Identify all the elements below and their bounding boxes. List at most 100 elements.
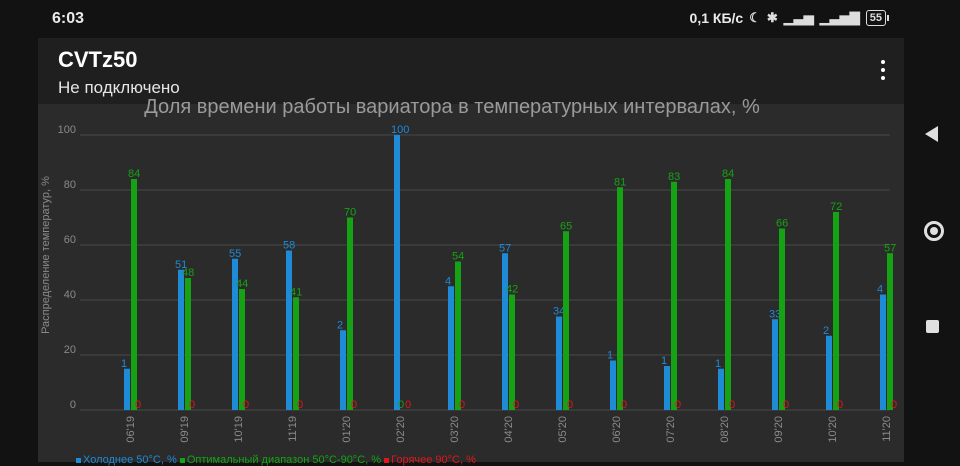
data-label-optimal: 48 bbox=[182, 267, 194, 279]
data-label-hot: 0 bbox=[891, 399, 897, 411]
y-tick-label: 20 bbox=[64, 344, 76, 356]
bar-cold-03'20 bbox=[448, 286, 454, 410]
data-label-hot: 0 bbox=[459, 399, 465, 411]
status-bar: 6:03 0,1 КБ/с ☾ ✱ ▁▃▅ ▁▃▅▇ 55 bbox=[0, 0, 904, 38]
data-label-cold: 2 bbox=[823, 325, 829, 337]
chart-legend: Холоднее 50°С, % Оптимальный диапазон 50… bbox=[76, 454, 476, 466]
more-vert-icon bbox=[881, 60, 885, 64]
x-tick-label: 03'20 bbox=[449, 416, 461, 443]
bar-cold-02'20 bbox=[394, 135, 400, 410]
bar-optimal-03'20 bbox=[455, 261, 461, 410]
signal-4g-icon: ▁▃▅ bbox=[783, 10, 814, 25]
x-tick-label: 10'19 bbox=[233, 416, 245, 443]
bar-optimal-09'19 bbox=[185, 278, 191, 410]
data-label-cold: 55 bbox=[229, 248, 241, 260]
bar-cold-09'20 bbox=[772, 319, 778, 410]
data-label-cold: 1 bbox=[607, 350, 613, 362]
y-tick-label: 0 bbox=[70, 399, 76, 411]
data-label-cold: 57 bbox=[499, 242, 511, 254]
data-label-optimal: 66 bbox=[776, 218, 788, 230]
bar-optimal-11'19 bbox=[293, 297, 299, 410]
battery-level: 55 bbox=[869, 12, 882, 24]
data-label-cold: 51 bbox=[175, 259, 187, 271]
x-tick-label: 10'20 bbox=[827, 416, 839, 443]
data-label-cold: 34 bbox=[553, 306, 565, 318]
y-tick-label: 40 bbox=[64, 289, 76, 301]
recents-icon[interactable] bbox=[926, 320, 939, 333]
battery-icon: 55 bbox=[865, 10, 890, 26]
data-label-cold: 58 bbox=[283, 240, 295, 252]
data-label-hot: 0 bbox=[729, 399, 735, 411]
bar-optimal-10'20 bbox=[833, 212, 839, 410]
bar-optimal-06'20 bbox=[617, 187, 623, 410]
y-tick-label: 100 bbox=[58, 124, 76, 136]
data-label-optimal: 65 bbox=[560, 220, 572, 232]
data-label-hot: 0 bbox=[675, 399, 681, 411]
data-label-cold: 4 bbox=[877, 284, 883, 296]
bar-cold-09'19 bbox=[178, 269, 184, 410]
bar-optimal-10'19 bbox=[239, 289, 245, 410]
bar-optimal-04'20 bbox=[509, 294, 515, 410]
data-label-optimal: 84 bbox=[128, 168, 140, 180]
x-tick-label: 09'20 bbox=[773, 416, 785, 443]
data-label-optimal: 44 bbox=[236, 278, 248, 290]
data-label-hot: 0 bbox=[783, 399, 789, 411]
bar-chart: 020406080100184006'195148009'195544010'1… bbox=[58, 124, 897, 443]
data-label-hot: 0 bbox=[405, 399, 411, 411]
data-label-hot: 0 bbox=[837, 399, 843, 411]
data-label-optimal: 70 bbox=[344, 207, 356, 219]
bar-cold-05'20 bbox=[556, 316, 562, 410]
overflow-menu-button[interactable] bbox=[878, 60, 888, 84]
data-label-optimal: 42 bbox=[506, 284, 518, 296]
bar-cold-07'20 bbox=[664, 366, 670, 410]
data-label-cold: 4 bbox=[445, 275, 451, 287]
data-label-optimal: 54 bbox=[452, 251, 464, 263]
data-label-optimal: 81 bbox=[614, 176, 626, 188]
navigation-bar bbox=[904, 0, 960, 462]
bar-optimal-01'20 bbox=[347, 217, 353, 410]
data-label-cold: 1 bbox=[715, 358, 721, 370]
bar-optimal-07'20 bbox=[671, 181, 677, 410]
data-label-cold: 1 bbox=[661, 355, 667, 367]
bar-cold-06'19 bbox=[124, 368, 130, 410]
x-tick-label: 06'19 bbox=[125, 416, 137, 443]
bar-optimal-09'20 bbox=[779, 228, 785, 410]
signal-icon: ▁▃▅▇ bbox=[819, 10, 860, 25]
data-label-cold: 33 bbox=[769, 308, 781, 320]
data-label-hot: 0 bbox=[135, 399, 141, 411]
bar-cold-06'20 bbox=[610, 360, 616, 410]
bar-optimal-05'20 bbox=[563, 231, 569, 410]
bar-cold-11'20 bbox=[880, 294, 886, 410]
bar-cold-08'20 bbox=[718, 368, 724, 410]
x-tick-label: 08'20 bbox=[719, 416, 731, 443]
bluetooth-icon: ✱ bbox=[766, 10, 778, 25]
bar-cold-10'20 bbox=[826, 335, 832, 410]
data-label-hot: 0 bbox=[243, 399, 249, 411]
data-label-optimal: 57 bbox=[884, 242, 896, 254]
home-icon[interactable] bbox=[924, 221, 944, 241]
x-tick-label: 05'20 bbox=[557, 416, 569, 443]
data-label-optimal: 84 bbox=[722, 168, 734, 180]
data-label-optimal: 0 bbox=[398, 399, 404, 411]
x-tick-label: 06'20 bbox=[611, 416, 623, 443]
x-tick-label: 11'20 bbox=[881, 416, 893, 442]
data-label-cold: 1 bbox=[121, 358, 127, 370]
data-label-hot: 0 bbox=[297, 399, 303, 411]
legend-item-hot: Горячее 90°С, % bbox=[384, 454, 476, 466]
chart-title: Доля времени работы вариатора в температ… bbox=[144, 96, 760, 118]
x-tick-label: 02'20 bbox=[395, 416, 407, 443]
data-label-hot: 0 bbox=[513, 399, 519, 411]
data-label-cold: 2 bbox=[337, 319, 343, 331]
status-time: 6:03 bbox=[52, 10, 85, 27]
x-tick-label: 04'20 bbox=[503, 416, 515, 443]
bar-optimal-11'20 bbox=[887, 253, 893, 410]
data-label-hot: 0 bbox=[351, 399, 357, 411]
back-icon[interactable] bbox=[925, 126, 938, 142]
data-label-optimal: 83 bbox=[668, 171, 680, 183]
bar-cold-10'19 bbox=[232, 258, 238, 410]
data-label-hot: 0 bbox=[621, 399, 627, 411]
network-speed: 0,1 КБ/с bbox=[689, 10, 744, 26]
app-bar: CVTz50 Не подключено bbox=[38, 38, 904, 104]
data-label-cold: 100 bbox=[391, 124, 409, 136]
connection-status: Не подключено bbox=[58, 78, 180, 97]
